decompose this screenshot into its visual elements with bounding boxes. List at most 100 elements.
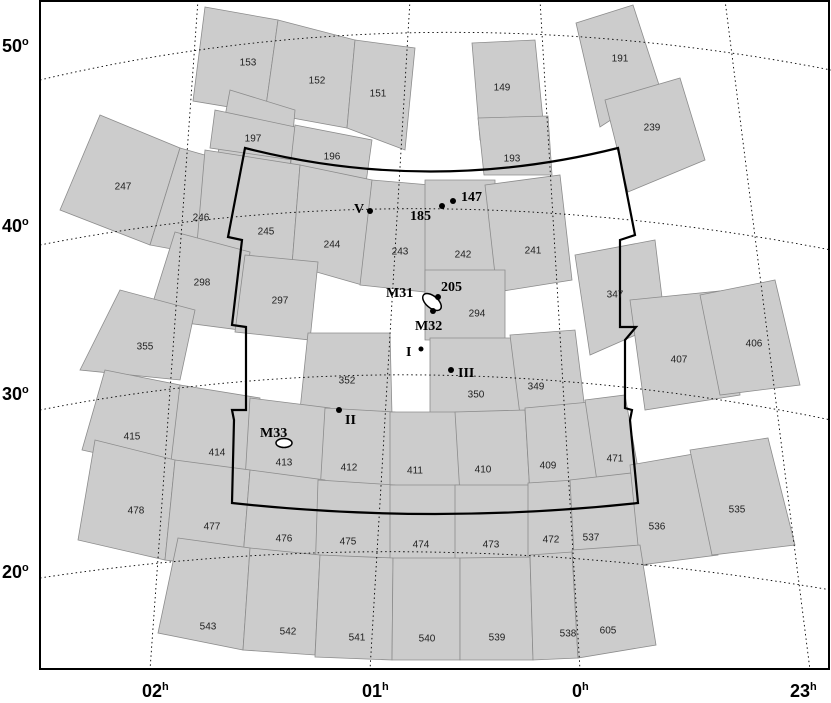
galaxy-objects: M31 M32 205 185 147 V I II III M33 bbox=[260, 190, 482, 449]
dec-label-20: 20o bbox=[2, 562, 29, 582]
field-number: 197 bbox=[245, 134, 262, 145]
field-number: 476 bbox=[276, 534, 293, 545]
field-tile bbox=[484, 174, 573, 293]
dec-label-40: 40o bbox=[2, 216, 29, 236]
field-number: 474 bbox=[413, 540, 430, 551]
field-tile bbox=[699, 279, 801, 396]
m32-label: M32 bbox=[415, 319, 442, 334]
dec-label-30: 30o bbox=[2, 384, 29, 404]
ngc185-label: 185 bbox=[410, 209, 431, 224]
field-tile bbox=[459, 556, 534, 661]
coordinate-grid bbox=[39, 0, 831, 671]
field-tile bbox=[79, 289, 196, 381]
field-number: 411 bbox=[407, 466, 423, 477]
field-number: 535 bbox=[729, 505, 746, 516]
field-number: 477 bbox=[204, 522, 221, 533]
field-number: 298 bbox=[194, 278, 211, 289]
m33-ellipse bbox=[275, 437, 293, 449]
field-tile bbox=[299, 332, 393, 416]
ngc147-dot bbox=[450, 198, 456, 204]
ra-label-01h: 01h bbox=[362, 681, 389, 701]
field-number: 413 bbox=[276, 458, 293, 469]
axis-labels: 50o 40o 30o 20o 02h 01h 0h 23h bbox=[2, 36, 817, 701]
and-iii-dot bbox=[448, 367, 454, 373]
field-number: 415 bbox=[124, 432, 141, 443]
and-ii-dot bbox=[336, 407, 342, 413]
field-tile bbox=[454, 409, 531, 496]
field-number: 409 bbox=[540, 461, 557, 472]
field-number: 414 bbox=[209, 448, 226, 459]
plot-frame bbox=[39, 0, 830, 670]
field-number: 605 bbox=[600, 626, 617, 637]
ra-label-0h: 0h bbox=[572, 681, 589, 701]
field-number: 471 bbox=[607, 454, 624, 465]
field-number: 151 bbox=[370, 89, 387, 100]
field-tile bbox=[391, 557, 461, 661]
field-number: 539 bbox=[489, 633, 506, 644]
field-number: 244 bbox=[324, 240, 341, 251]
ngc147-label: 147 bbox=[461, 190, 482, 205]
field-number: 191 bbox=[612, 54, 629, 65]
field-number: 347 bbox=[607, 290, 624, 301]
field-number: 541 bbox=[349, 633, 366, 644]
field-number: 536 bbox=[649, 522, 666, 533]
field-tile bbox=[314, 554, 394, 661]
ra-label-02h: 02h bbox=[142, 681, 169, 701]
field-number: 478 bbox=[128, 506, 145, 517]
field-number: 349 bbox=[528, 382, 545, 393]
field-number: 242 bbox=[455, 250, 472, 261]
field-number: 193 bbox=[504, 154, 521, 165]
dec-label-50: 50o bbox=[2, 36, 29, 56]
field-tiles bbox=[59, 4, 801, 661]
field-tile bbox=[242, 547, 321, 656]
m31-label: M31 bbox=[386, 286, 413, 301]
field-number: 542 bbox=[280, 627, 297, 638]
field-tile bbox=[359, 179, 431, 293]
ra-label-23h: 23h bbox=[790, 681, 817, 701]
field-number: 540 bbox=[419, 634, 436, 645]
survey-outline bbox=[226, 146, 640, 516]
m32-dot bbox=[430, 308, 436, 314]
and-v-dot bbox=[367, 208, 373, 214]
field-number: 152 bbox=[309, 76, 326, 87]
and-ii-label: II bbox=[345, 413, 356, 428]
field-number: 407 bbox=[671, 355, 688, 366]
ngc205-label: 205 bbox=[441, 280, 462, 295]
field-number: 412 bbox=[341, 463, 358, 474]
field-number: 473 bbox=[483, 540, 500, 551]
ngc205-dot bbox=[435, 294, 441, 300]
field-number: 355 bbox=[137, 342, 154, 353]
field-number: 245 bbox=[258, 227, 275, 238]
ngc185-dot bbox=[439, 203, 445, 209]
field-number: 350 bbox=[468, 390, 485, 401]
field-number: 410 bbox=[475, 465, 492, 476]
field-number: 153 bbox=[240, 58, 257, 69]
field-tile bbox=[477, 115, 553, 176]
and-i-label: I bbox=[406, 345, 411, 360]
field-number: 472 bbox=[543, 535, 560, 546]
field-number: 538 bbox=[560, 629, 577, 640]
field-tile bbox=[509, 329, 586, 416]
field-tile bbox=[346, 39, 416, 151]
field-number: 297 bbox=[272, 296, 289, 307]
field-number: 537 bbox=[583, 533, 600, 544]
field-number: 241 bbox=[525, 246, 542, 257]
and-v-label: V bbox=[354, 202, 364, 217]
field-tile bbox=[77, 439, 176, 561]
field-number: 406 bbox=[746, 339, 763, 350]
field-tile bbox=[389, 411, 461, 496]
field-number: 294 bbox=[469, 309, 486, 320]
field-number: 352 bbox=[339, 376, 356, 387]
field-number: 196 bbox=[324, 152, 341, 163]
m33-label: M33 bbox=[260, 426, 287, 441]
field-number: 243 bbox=[392, 247, 409, 258]
and-iii-label: III bbox=[458, 366, 474, 381]
field-number: 247 bbox=[115, 182, 132, 193]
field-number: 149 bbox=[494, 83, 511, 94]
field-labels: 153 152 151 149 191 197 196 193 239 247 … bbox=[115, 54, 763, 645]
field-tile bbox=[571, 544, 657, 659]
field-number: 475 bbox=[340, 537, 357, 548]
field-tile bbox=[689, 437, 796, 556]
field-number: 543 bbox=[200, 622, 217, 633]
